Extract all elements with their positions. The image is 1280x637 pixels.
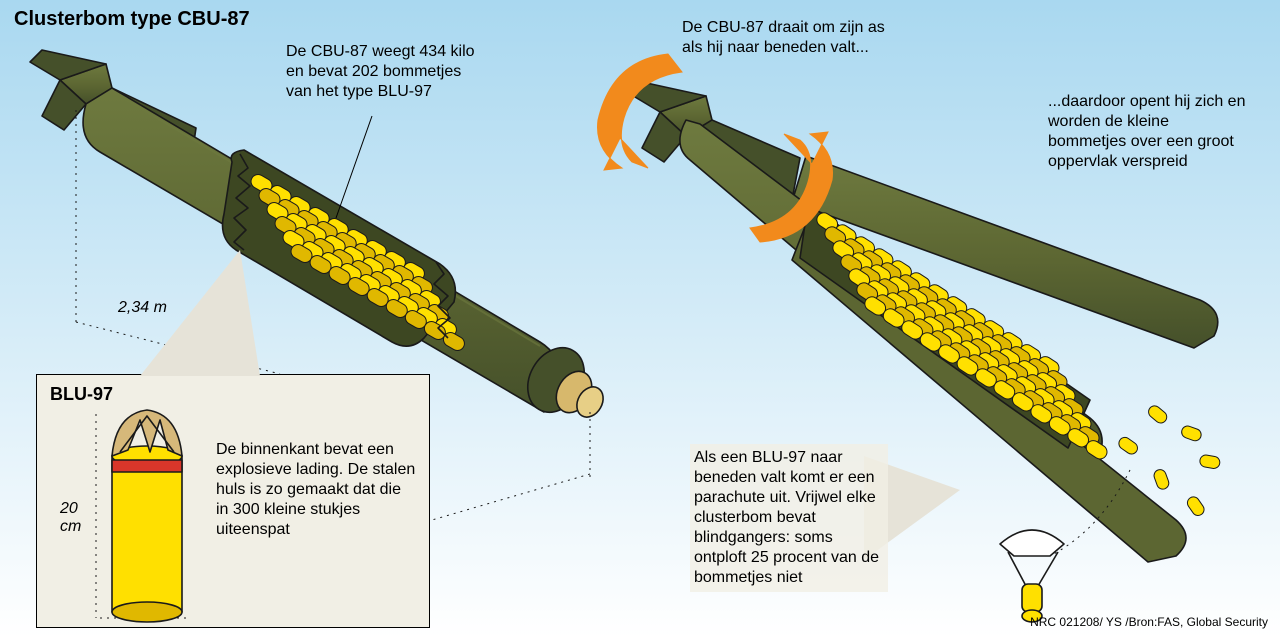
parachute-bomblet (1000, 530, 1064, 622)
annotation-weight: De CBU-87 weegt 434 kilo en bevat 202 bo… (286, 42, 486, 102)
annotation-parachute: Als een BLU-97 naar beneden valt komt er… (690, 444, 888, 592)
blu97-title: BLU-97 (50, 384, 113, 405)
annotation-spin: De CBU-87 draait om zijn as als hij naar… (682, 18, 892, 58)
source-credit: NRC 021208/ YS /Bron:FAS, Global Securit… (1030, 615, 1268, 629)
blu97-height-unit: cm (60, 518, 81, 535)
page-title: Clusterbom type CBU-87 (14, 8, 250, 31)
blu97-text: De binnenkant bevat een explosieve ladin… (216, 440, 416, 540)
blu97-height-value: 20 (60, 500, 78, 517)
blu97-height-label: 20 cm (60, 500, 81, 535)
blu97-detail-drawing (96, 410, 186, 622)
annotation-open: ...daardoor opent hij zich en worden de … (1048, 92, 1248, 172)
length-label: 2,34 m (118, 298, 167, 318)
